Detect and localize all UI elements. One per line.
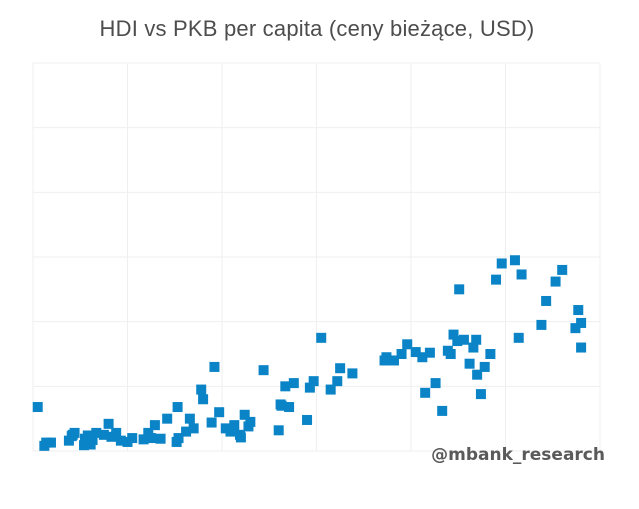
data-point xyxy=(115,435,126,446)
data-point xyxy=(458,334,469,345)
data-point xyxy=(127,433,138,444)
data-point xyxy=(513,332,524,343)
data-point xyxy=(308,376,319,387)
data-point xyxy=(173,433,184,444)
data-point xyxy=(452,336,463,347)
data-point xyxy=(496,258,507,269)
data-point xyxy=(485,349,496,359)
data-point xyxy=(576,317,587,328)
data-point xyxy=(516,269,527,280)
data-point xyxy=(550,276,561,287)
data-point xyxy=(437,405,448,416)
data-points xyxy=(32,255,587,451)
data-point xyxy=(475,389,486,400)
chart-title: HDI vs PKB per capita (ceny bieżące, USD… xyxy=(99,16,535,41)
data-point xyxy=(235,432,246,443)
data-point xyxy=(172,402,183,413)
data-point xyxy=(288,378,299,389)
data-point xyxy=(468,342,479,353)
data-point xyxy=(258,365,269,376)
data-point xyxy=(332,376,343,387)
data-point xyxy=(206,417,217,428)
grid-lines xyxy=(32,62,601,452)
data-point xyxy=(402,339,413,350)
data-point xyxy=(430,378,441,389)
data-point xyxy=(162,413,173,424)
data-point xyxy=(32,402,43,413)
data-point xyxy=(448,329,459,340)
data-point xyxy=(245,416,256,427)
data-point xyxy=(155,433,166,444)
data-point xyxy=(304,382,315,393)
data-point xyxy=(239,409,250,420)
data-point xyxy=(557,264,568,275)
data-point xyxy=(445,349,456,359)
data-point xyxy=(417,352,428,363)
data-point xyxy=(420,387,431,398)
data-point xyxy=(184,413,195,424)
data-point xyxy=(79,440,90,451)
data-point xyxy=(188,423,199,434)
data-point xyxy=(472,369,483,380)
data-point xyxy=(138,434,149,445)
data-point xyxy=(225,426,236,437)
data-point xyxy=(491,274,502,285)
data-point xyxy=(509,255,520,266)
data-point xyxy=(87,435,98,446)
data-point xyxy=(284,402,295,413)
data-point xyxy=(280,381,291,392)
data-point xyxy=(471,334,482,345)
data-point xyxy=(91,427,102,438)
data-point xyxy=(214,407,225,418)
watermark: @mbank_research xyxy=(431,445,605,465)
data-point xyxy=(143,427,154,438)
data-point xyxy=(69,427,80,438)
data-point xyxy=(335,363,346,374)
data-point xyxy=(196,384,207,395)
data-point xyxy=(146,433,157,444)
data-point xyxy=(302,414,313,425)
data-point xyxy=(209,361,220,372)
data-point xyxy=(347,368,358,379)
data-point xyxy=(388,355,399,366)
data-point xyxy=(454,284,465,295)
data-point xyxy=(573,305,584,316)
data-point xyxy=(325,384,336,395)
data-point xyxy=(316,332,327,343)
data-point xyxy=(111,427,122,438)
data-point xyxy=(45,437,56,448)
data-point xyxy=(424,347,435,358)
data-point xyxy=(103,418,114,429)
data-point xyxy=(464,358,475,369)
data-point xyxy=(276,400,287,411)
data-point xyxy=(98,429,109,440)
data-point xyxy=(410,347,421,358)
data-point xyxy=(479,361,490,372)
data-point xyxy=(198,394,209,405)
data-point xyxy=(381,352,392,363)
data-point xyxy=(536,319,547,330)
data-point xyxy=(541,295,552,306)
data-point xyxy=(181,426,192,437)
data-point xyxy=(149,420,160,431)
data-point xyxy=(576,342,587,353)
data-point xyxy=(570,323,581,334)
data-point xyxy=(229,420,240,431)
data-point xyxy=(396,349,407,359)
data-point xyxy=(273,425,284,436)
